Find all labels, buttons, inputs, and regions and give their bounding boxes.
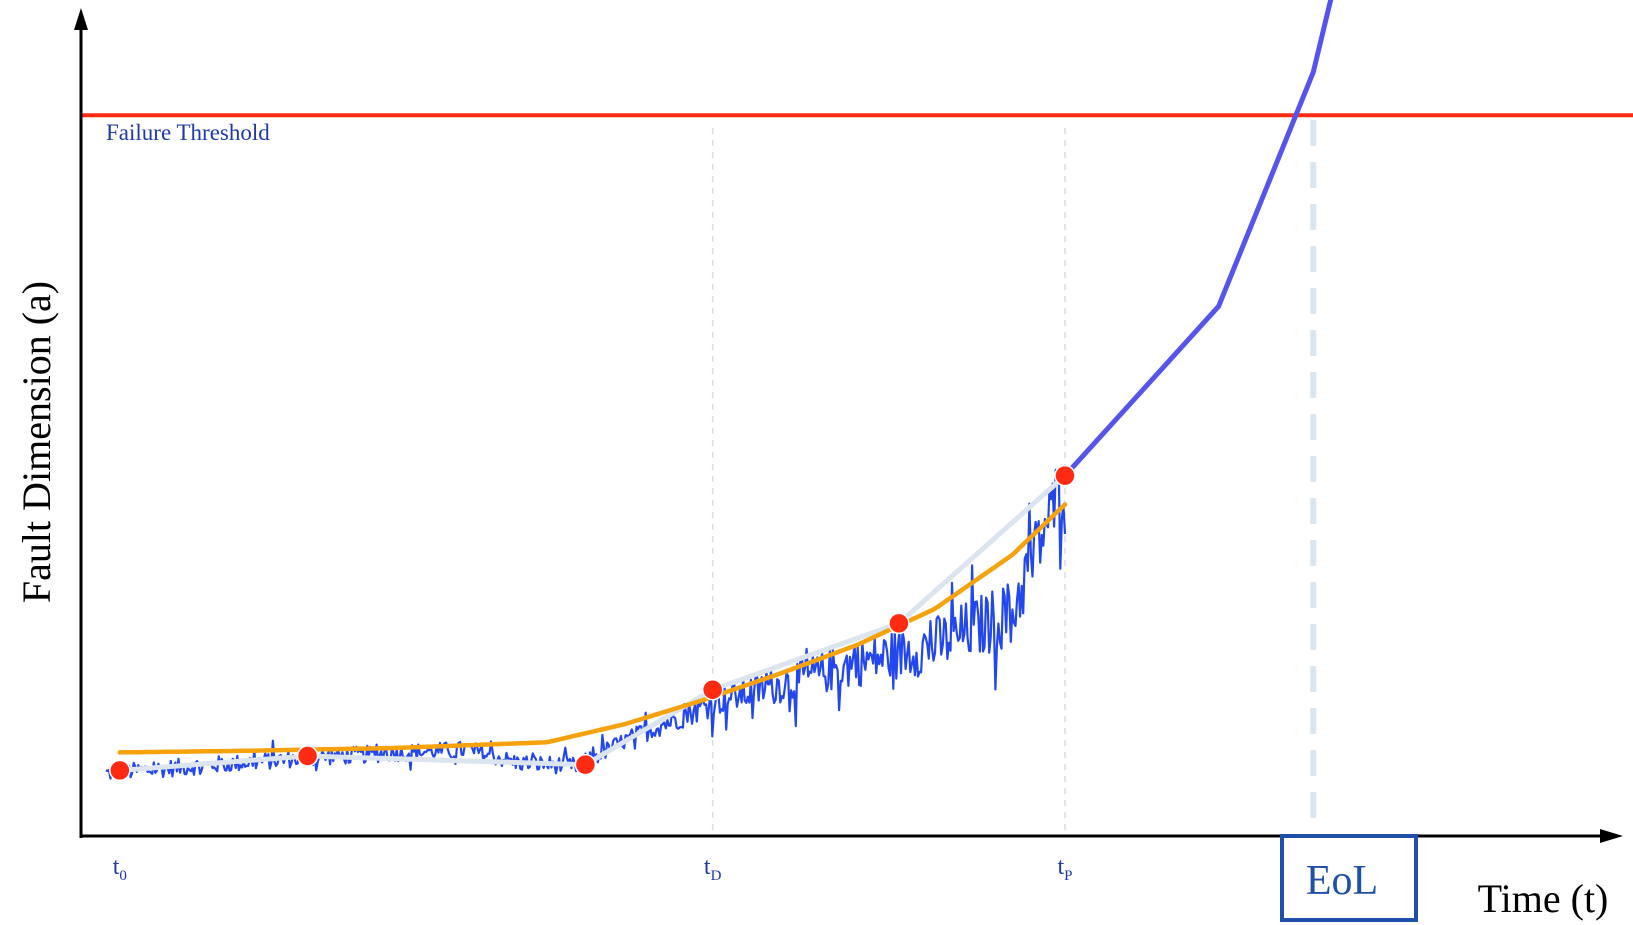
threshold-label: Failure Threshold bbox=[106, 120, 270, 145]
key-point-3 bbox=[701, 678, 724, 701]
x-tick-label-1: tD bbox=[704, 854, 722, 884]
y-axis-arrow bbox=[74, 8, 88, 30]
x-tick-labels: t0 tD tP bbox=[113, 854, 1073, 884]
eol-label: EoL bbox=[1306, 858, 1378, 904]
key-point-1 bbox=[296, 745, 319, 767]
axes bbox=[74, 8, 1623, 843]
eol-box bbox=[1280, 834, 1418, 922]
smoothed-series-line bbox=[119, 473, 1067, 773]
y-axis-title: Fault Dimension (a) bbox=[14, 281, 59, 603]
key-point-2 bbox=[574, 753, 597, 776]
x-tick-label-2: tP bbox=[1057, 854, 1072, 884]
guide-lines bbox=[711, 120, 1317, 832]
x-tick-label-0: t0 bbox=[113, 854, 127, 884]
measurement-series-line bbox=[105, 468, 1067, 780]
key-points bbox=[109, 464, 1076, 782]
x-axis-arrow bbox=[1600, 829, 1623, 843]
key-point-4 bbox=[888, 612, 910, 635]
prognosis-line bbox=[1062, 0, 1334, 479]
key-point-5 bbox=[1054, 464, 1076, 487]
key-point-0 bbox=[109, 759, 131, 782]
eol-marker: EoL bbox=[1280, 834, 1418, 922]
x-axis-title: Time (t) bbox=[1478, 876, 1609, 921]
fitted-trend-line bbox=[117, 502, 1068, 755]
